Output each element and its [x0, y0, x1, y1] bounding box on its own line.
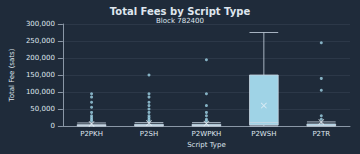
svg-text:P2WSH: P2WSH — [251, 130, 276, 138]
svg-text:P2TR: P2TR — [312, 130, 330, 138]
svg-text:Script Type: Script Type — [187, 141, 226, 149]
svg-text:P2PKH: P2PKH — [80, 130, 103, 138]
svg-text:Block 782400: Block 782400 — [156, 17, 204, 25]
svg-text:Total Fee (sats): Total Fee (sats) — [8, 48, 16, 102]
svg-text:50,000: 50,000 — [30, 105, 55, 113]
svg-text:300,000: 300,000 — [26, 20, 55, 28]
svg-text:150,000: 150,000 — [26, 71, 55, 79]
svg-text:P2SH: P2SH — [140, 130, 158, 138]
svg-text:Total Fees by Script Type: Total Fees by Script Type — [110, 6, 251, 17]
svg-text:200,000: 200,000 — [26, 54, 55, 62]
svg-text:P2WPKH: P2WPKH — [192, 130, 222, 138]
svg-text:250,000: 250,000 — [26, 37, 55, 45]
svg-text:0: 0 — [50, 122, 54, 130]
svg-text:100,000: 100,000 — [26, 88, 55, 96]
